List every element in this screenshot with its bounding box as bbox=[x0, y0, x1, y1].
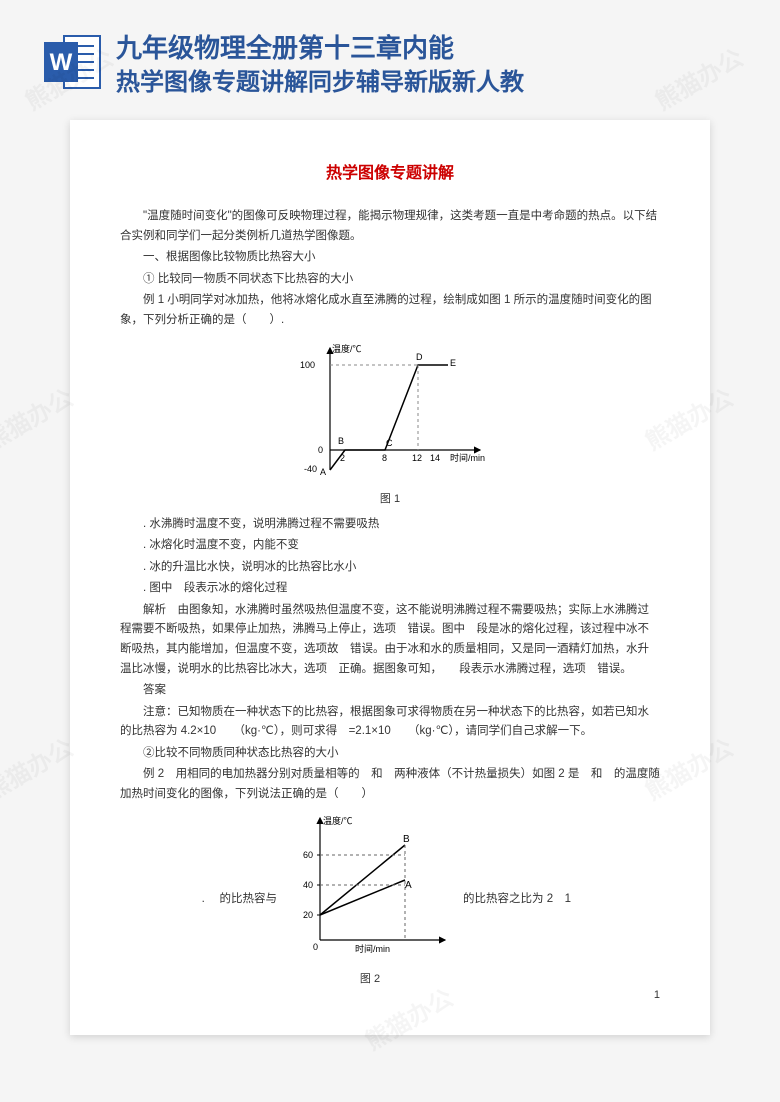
svg-text:B: B bbox=[338, 436, 344, 446]
ratio-left: . 的比热容与 bbox=[167, 890, 277, 910]
svg-text:温度/℃: 温度/℃ bbox=[332, 343, 362, 354]
svg-text:0: 0 bbox=[318, 445, 323, 455]
ratio-right: 的比热容之比为 2 1 bbox=[463, 890, 613, 910]
chart-1-caption: 图 1 bbox=[120, 490, 660, 509]
option-a: . 水沸腾时温度不变，说明沸腾过程不需要吸热 bbox=[120, 515, 660, 535]
explain-label: 解析 bbox=[143, 604, 166, 616]
svg-text:12: 12 bbox=[412, 453, 422, 463]
svg-text:40: 40 bbox=[303, 880, 313, 890]
note: 注意：已知物质在一种状态下的比热容，根据图象可求得物质在另一种状态下的比热容，如… bbox=[120, 703, 660, 742]
document-title: 热学图像专题讲解 bbox=[120, 160, 660, 187]
note-body: 已知物质在一种状态下的比热容，根据图象可求得物质在另一种状态下的比热容，如若已知… bbox=[120, 706, 649, 738]
example-2-text: 例 2 用相同的电加热器分别对质量相等的 和 两种液体（不计热量损失）如图 2 … bbox=[120, 765, 660, 804]
watermark: 熊猫办公 bbox=[0, 728, 78, 806]
svg-text:E: E bbox=[450, 358, 456, 368]
svg-text:温度/℃: 温度/℃ bbox=[323, 815, 353, 826]
chart-2: 20 40 60 0 B A 温度/℃ 时间/min 图 2 bbox=[285, 810, 455, 988]
example-1-text: 例 1 小明同学对冰加热，他将冰熔化成水直至沸腾的过程，绘制成如图 1 所示的温… bbox=[120, 291, 660, 330]
svg-text:D: D bbox=[416, 352, 423, 362]
note-label: 注意： bbox=[143, 706, 178, 718]
section-heading: 一、根据图像比较物质比热容大小 bbox=[120, 248, 660, 268]
svg-text:A: A bbox=[405, 880, 412, 891]
chart-2-caption: 图 2 bbox=[285, 970, 455, 989]
word-doc-icon: W bbox=[40, 30, 104, 94]
svg-text:0: 0 bbox=[313, 942, 318, 952]
chart-1: 100 0 -40 2 8 12 14 时间/min A B C D E 温度/… bbox=[120, 340, 660, 508]
page-number: 1 bbox=[654, 986, 660, 1005]
option-b: . 冰熔化时温度不变，内能不变 bbox=[120, 536, 660, 556]
svg-text:14: 14 bbox=[430, 453, 440, 463]
svg-text:B: B bbox=[403, 834, 410, 845]
answer-line: 答案 bbox=[120, 681, 660, 701]
svg-text:8: 8 bbox=[382, 453, 387, 463]
title-line-1: 九年级物理全册第十三章内能 bbox=[116, 30, 524, 66]
option-d: . 图中 段表示冰的熔化过程 bbox=[120, 579, 660, 599]
svg-text:100: 100 bbox=[300, 360, 315, 370]
subsection-2-heading: ②比较不同物质同种状态比热容的大小 bbox=[120, 744, 660, 764]
title-line-2: 热学图像专题讲解同步辅导新版新人教 bbox=[116, 66, 524, 100]
explain-body: 由图象知，水沸腾时虽然吸热但温度不变，这不能说明沸腾过程不需要吸热；实际上水沸腾… bbox=[120, 604, 649, 675]
subsection-heading: ① 比较同一物质不同状态下比热容的大小 bbox=[120, 270, 660, 290]
chart-2-row: . 的比热容与 20 40 60 0 bbox=[120, 810, 660, 988]
watermark: 熊猫办公 bbox=[0, 378, 78, 456]
option-c: . 冰的升温比水快，说明冰的比热容比水小 bbox=[120, 558, 660, 578]
header: W 九年级物理全册第十三章内能 热学图像专题讲解同步辅导新版新人教 bbox=[0, 0, 780, 110]
svg-text:C: C bbox=[386, 438, 393, 448]
svg-text:-40: -40 bbox=[304, 464, 317, 474]
title-block: 九年级物理全册第十三章内能 热学图像专题讲解同步辅导新版新人教 bbox=[116, 30, 524, 100]
svg-text:60: 60 bbox=[303, 850, 313, 860]
document-page: 热学图像专题讲解 "温度随时间变化"的图像可反映物理过程，能揭示物理规律，这类考… bbox=[70, 120, 710, 1035]
svg-text:时间/min: 时间/min bbox=[450, 452, 485, 463]
svg-text:20: 20 bbox=[303, 910, 313, 920]
svg-text:时间/min: 时间/min bbox=[355, 943, 390, 954]
intro-paragraph: "温度随时间变化"的图像可反映物理过程，能揭示物理规律，这类考题一直是中考命题的… bbox=[120, 207, 660, 246]
svg-text:W: W bbox=[50, 49, 73, 76]
explanation: 解析 由图象知，水沸腾时虽然吸热但温度不变，这不能说明沸腾过程不需要吸热；实际上… bbox=[120, 601, 660, 679]
svg-text:A: A bbox=[320, 467, 326, 477]
